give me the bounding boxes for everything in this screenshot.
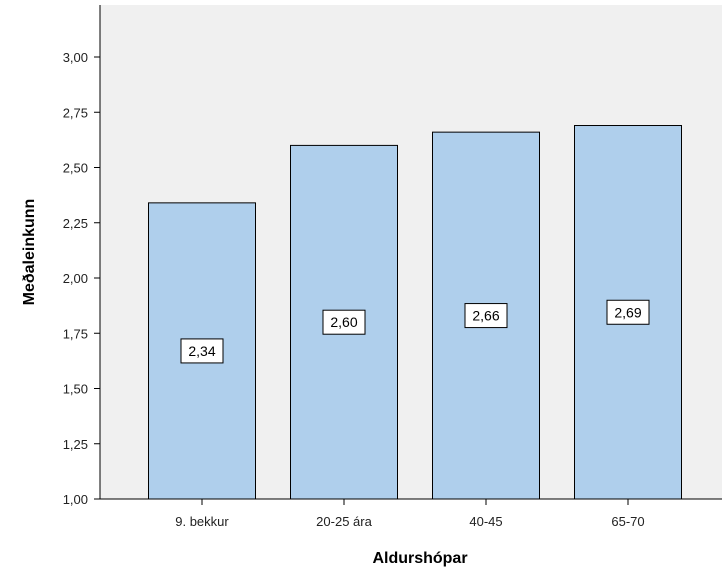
y-tick-label: 2,50 bbox=[63, 161, 88, 176]
y-tick-label: 1,50 bbox=[63, 382, 88, 397]
data-label-box bbox=[322, 309, 366, 335]
y-tick-label: 1,00 bbox=[63, 492, 88, 507]
x-tick-label: 20-25 ára bbox=[316, 514, 372, 529]
y-tick-label: 1,75 bbox=[63, 326, 88, 341]
x-tick-label: 65-70 bbox=[611, 514, 644, 529]
data-label-box bbox=[606, 299, 650, 325]
data-label: 2,34 bbox=[188, 343, 215, 359]
y-tick-label: 3,00 bbox=[63, 50, 88, 65]
data-label: 2,66 bbox=[472, 308, 499, 324]
x-tick-label: 40-45 bbox=[469, 514, 502, 529]
y-tick-label: 2,75 bbox=[63, 105, 88, 120]
y-axis-ticks: 1,00 1,25 1,50 1,75 2,00 2,25 2,50 2,75 3,00 bbox=[63, 50, 100, 507]
data-label-box bbox=[464, 303, 508, 329]
x-tick-label: 9. bekkur bbox=[175, 514, 229, 529]
data-labels-group: 2,34 2,60 2,66 2,69 bbox=[180, 299, 650, 364]
data-label: 2,69 bbox=[614, 304, 641, 320]
y-axis-title: Meðaleinkunn bbox=[21, 199, 38, 306]
y-tick-label: 2,25 bbox=[63, 216, 88, 231]
data-label: 2,60 bbox=[330, 314, 357, 330]
y-tick-label: 1,25 bbox=[63, 437, 88, 452]
x-axis-ticks: 9. bekkur 20-25 ára 40-45 65-70 bbox=[175, 499, 645, 529]
y-tick-label: 2,00 bbox=[63, 271, 88, 286]
x-axis-title: Aldurshópar bbox=[372, 550, 467, 567]
data-label-box bbox=[180, 338, 224, 364]
